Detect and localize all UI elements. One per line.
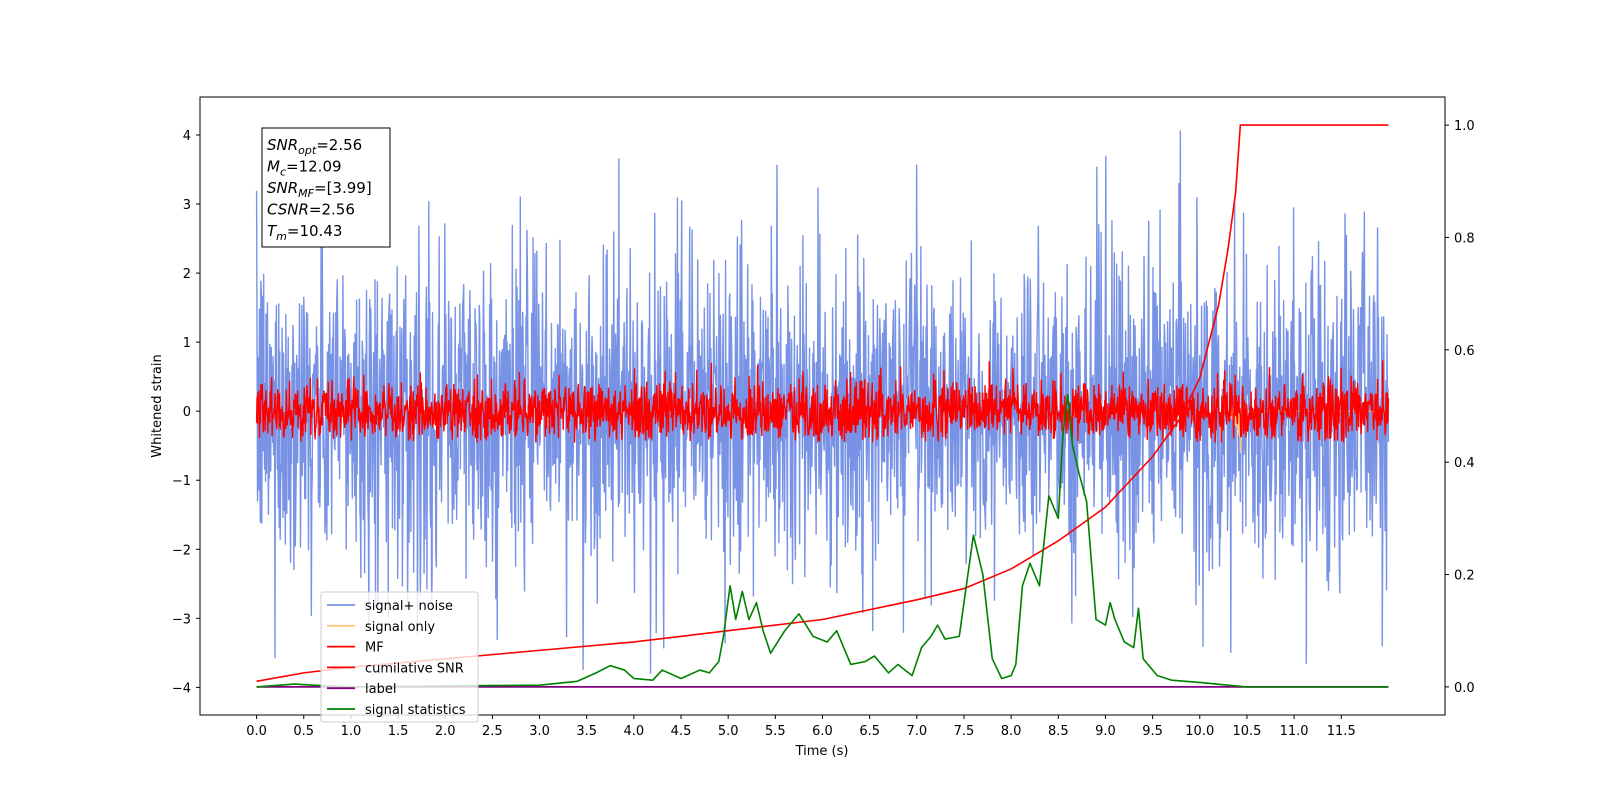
y-tick-label: 3 bbox=[183, 198, 191, 213]
annotation-line: SNRopt=2.56 bbox=[267, 136, 362, 157]
x-tick-label: 10.0 bbox=[1185, 724, 1214, 739]
x-axis-label: Time (s) bbox=[795, 744, 849, 759]
legend-label: signal only bbox=[365, 620, 435, 635]
series-mf bbox=[255, 360, 1390, 443]
legend: signal+ noise signal only MF cumilative SNR… bbox=[320, 591, 479, 723]
series-signal-noise bbox=[255, 130, 1390, 674]
x-tick-label: 6.5 bbox=[859, 724, 880, 739]
x-tick-label: 4.5 bbox=[671, 724, 692, 739]
legend-label: cumilative SNR bbox=[365, 661, 464, 676]
x-tick-label: 7.0 bbox=[906, 724, 927, 739]
y-tick-label: 0 bbox=[183, 405, 191, 420]
x-tick-label: 7.5 bbox=[954, 724, 975, 739]
legend-label: signal+ noise bbox=[365, 599, 453, 614]
y-tick-label: −3 bbox=[172, 612, 191, 627]
x-tick-label: 1.5 bbox=[388, 724, 409, 739]
x-tick-label: 11.0 bbox=[1280, 724, 1309, 739]
x-tick-label: 2.0 bbox=[435, 724, 456, 739]
x-tick-label: 5.0 bbox=[718, 724, 739, 739]
x-axis-ticks: 0.0 0.5 1.0 1.5 2.0 2.5 3.0 3.5 4.0 4.5 5.0 5.5 6.0 6… bbox=[246, 715, 1356, 739]
x-tick-label: 4.0 bbox=[624, 724, 645, 739]
y2-axis-ticks: 1.0 0.8 0.6 0.4 0.2 0.0 bbox=[1445, 119, 1475, 696]
y-axis-label: Whitened strain bbox=[150, 354, 165, 457]
y-tick-label: −2 bbox=[172, 543, 191, 558]
y2-tick-label: 0.8 bbox=[1454, 231, 1475, 246]
y-tick-label: 4 bbox=[183, 129, 191, 144]
annotation-line: Tm=10.43 bbox=[267, 222, 342, 243]
x-tick-label: 8.5 bbox=[1048, 724, 1069, 739]
legend-frame bbox=[320, 591, 479, 723]
y2-tick-label: 0.2 bbox=[1454, 569, 1475, 584]
x-tick-label: 0.5 bbox=[293, 724, 314, 739]
annotation-box: SNRopt=2.56Mc=12.09SNRMF=[3.99]CSNR=2.56… bbox=[261, 127, 391, 248]
y2-tick-label: 1.0 bbox=[1454, 119, 1475, 134]
series-signal-statistics bbox=[256, 393, 1389, 688]
x-tick-label: 3.5 bbox=[576, 724, 597, 739]
x-tick-label: 9.0 bbox=[1095, 724, 1116, 739]
x-tick-label: 8.0 bbox=[1001, 724, 1022, 739]
legend-label: MF bbox=[365, 641, 384, 656]
x-tick-label: 3.0 bbox=[529, 724, 550, 739]
y2-tick-label: 0.4 bbox=[1454, 456, 1475, 471]
y2-tick-label: 0.0 bbox=[1454, 681, 1475, 696]
legend-label: signal statistics bbox=[365, 703, 466, 718]
annotation-line: Mc=12.09 bbox=[267, 158, 342, 179]
x-tick-label: 6.0 bbox=[812, 724, 833, 739]
annotation-line: SNRMF=[3.99] bbox=[267, 179, 372, 200]
annotation-frame bbox=[261, 127, 391, 248]
y-tick-label: 2 bbox=[183, 267, 191, 282]
legend-label: label bbox=[365, 682, 396, 697]
y2-tick-label: 0.6 bbox=[1454, 344, 1475, 359]
x-tick-label: 9.5 bbox=[1142, 724, 1163, 739]
y-axis-ticks: 4 3 2 1 0 −1 −2 −3 −4 bbox=[172, 129, 200, 696]
x-tick-label: 10.5 bbox=[1232, 724, 1261, 739]
x-tick-label: 0.0 bbox=[246, 724, 267, 739]
y-tick-label: −1 bbox=[172, 474, 191, 489]
x-tick-label: 2.5 bbox=[482, 724, 503, 739]
annotation-line: CSNR=2.56 bbox=[267, 201, 355, 219]
x-tick-label: 1.0 bbox=[341, 724, 362, 739]
y-tick-label: −4 bbox=[172, 681, 191, 696]
x-tick-label: 5.5 bbox=[765, 724, 786, 739]
x-tick-label: 11.5 bbox=[1327, 724, 1356, 739]
y-tick-label: 1 bbox=[183, 336, 191, 351]
